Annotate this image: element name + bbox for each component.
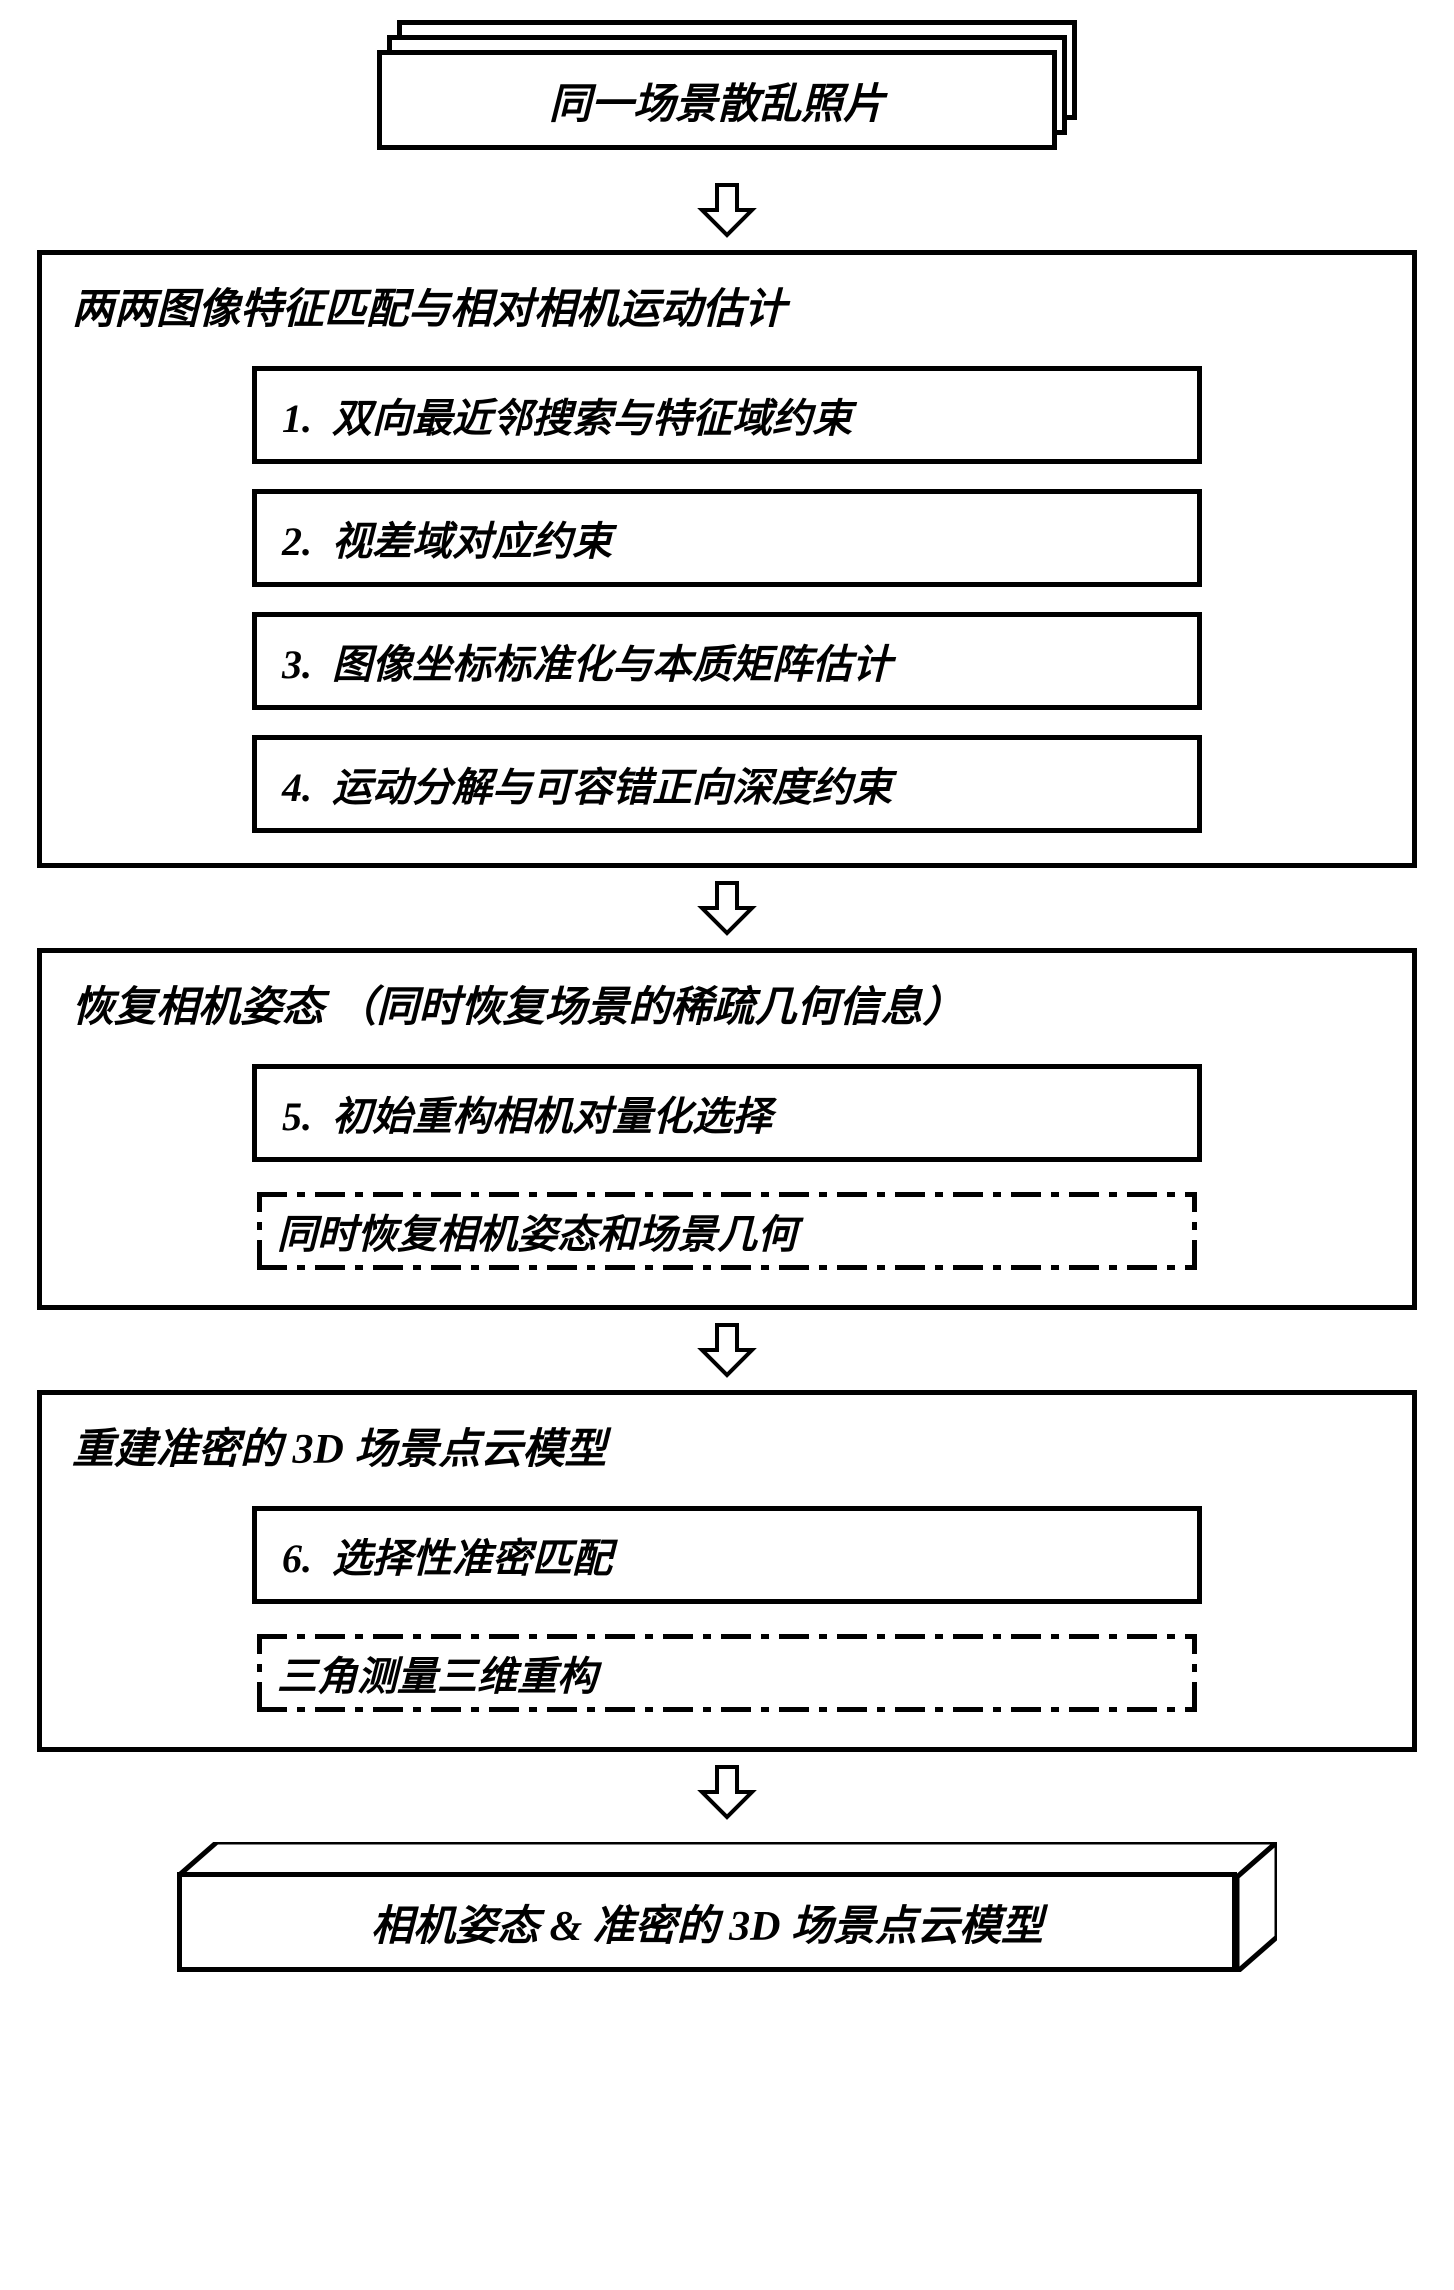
step-1: 1. 双向最近邻搜索与特征域约束 [252, 366, 1202, 464]
stage-3-steps: 6. 选择性准密匹配 三角测量三维重构 [72, 1506, 1382, 1717]
stage-1-title: 两两图像特征匹配与相对相机运动估计 [72, 275, 1382, 336]
step-4: 4. 运动分解与可容错正向深度约束 [252, 735, 1202, 833]
step-3-text: 图像坐标标准化与本质矩阵估计 [332, 642, 892, 687]
stage-3-existing: 三角测量三维重构 [252, 1629, 1202, 1717]
arrow-down-2 [697, 878, 757, 938]
stage-2-steps: 5. 初始重构相机对量化选择 同时恢复相机姿态和场景几何 [72, 1064, 1382, 1275]
step-5-num: 5. [282, 1094, 312, 1139]
step-3-num: 3. [282, 642, 312, 687]
step-4-num: 4. [282, 765, 312, 810]
step-2-text: 视差域对应约束 [332, 519, 612, 564]
step-6: 6. 选择性准密匹配 [252, 1506, 1202, 1604]
stage-1-steps: 1. 双向最近邻搜索与特征域约束 2. 视差域对应约束 3. 图像坐标标准化与本… [72, 366, 1382, 833]
output-front-face: 相机姿态 & 准密的 3D 场景点云模型 [177, 1872, 1237, 1972]
stage-2-existing: 同时恢复相机姿态和场景几何 [252, 1187, 1202, 1275]
output-label: 相机姿态 & 准密的 3D 场景点云模型 [371, 1892, 1043, 1953]
stage-3-title: 重建准密的 3D 场景点云模型 [72, 1415, 1382, 1476]
step-4-text: 运动分解与可容错正向深度约束 [332, 765, 892, 810]
stage-2-existing-text: 同时恢复相机姿态和场景几何 [277, 1212, 797, 1257]
stage-3-existing-text: 三角测量三维重构 [277, 1654, 597, 1699]
stage-3-box: 重建准密的 3D 场景点云模型 6. 选择性准密匹配 三角测量三维重构 [37, 1390, 1417, 1752]
stage-2-title: 恢复相机姿态 （同时恢复场景的稀疏几何信息） [72, 973, 1382, 1034]
stage-1-box: 两两图像特征匹配与相对相机运动估计 1. 双向最近邻搜索与特征域约束 2. 视差… [37, 250, 1417, 868]
stage-2-box: 恢复相机姿态 （同时恢复场景的稀疏几何信息） 5. 初始重构相机对量化选择 同时… [37, 948, 1417, 1310]
step-5: 5. 初始重构相机对量化选择 [252, 1064, 1202, 1162]
step-2-num: 2. [282, 519, 312, 564]
arrow-down-4 [697, 1762, 757, 1822]
input-label: 同一场景散乱照片 [549, 70, 885, 131]
arrow-down-1 [697, 180, 757, 240]
arrow-down-3 [697, 1320, 757, 1380]
doc-layer-front: 同一场景散乱照片 [377, 50, 1057, 150]
step-2: 2. 视差域对应约束 [252, 489, 1202, 587]
step-1-num: 1. [282, 396, 312, 441]
step-5-text: 初始重构相机对量化选择 [332, 1094, 772, 1139]
output-side-face [1232, 1842, 1277, 1972]
step-3: 3. 图像坐标标准化与本质矩阵估计 [252, 612, 1202, 710]
step-6-num: 6. [282, 1536, 312, 1581]
step-6-text: 选择性准密匹配 [332, 1536, 612, 1581]
flowchart-container: 同一场景散乱照片 两两图像特征匹配与相对相机运动估计 1. 双向最近邻搜索与特征… [20, 20, 1434, 1972]
step-1-text: 双向最近邻搜索与特征域约束 [332, 396, 852, 441]
output-3d-box: 相机姿态 & 准密的 3D 场景点云模型 [177, 1842, 1277, 1972]
input-stacked-docs: 同一场景散乱照片 [377, 20, 1077, 160]
